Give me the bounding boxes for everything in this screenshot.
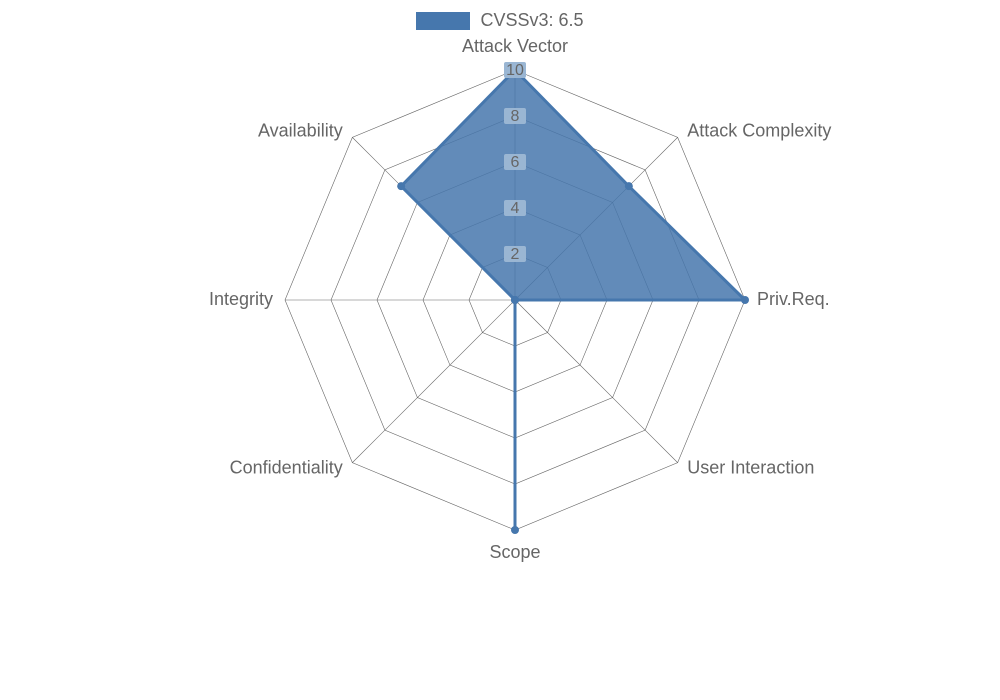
axis-label: Attack Complexity: [687, 121, 831, 141]
radar-chart: 2 4 6 8 10 Attack Vector Attack Complexity Priv…: [0, 0, 1000, 700]
axis-label: Priv.Req.: [757, 289, 830, 309]
series-point: [625, 182, 633, 190]
grid-spoke: [352, 300, 515, 463]
axis-label: User Interaction: [687, 457, 814, 477]
tick-label: 4: [511, 200, 520, 217]
tick-label: 8: [511, 108, 520, 125]
series-point: [511, 296, 519, 304]
series-point: [397, 182, 405, 190]
grid-spoke: [515, 300, 678, 463]
axis-label: Attack Vector: [462, 36, 568, 56]
axis-label: Availability: [258, 121, 343, 141]
axis-label: Scope: [489, 542, 540, 562]
tick-label: 6: [511, 154, 520, 171]
axis-label: Confidentiality: [230, 457, 343, 477]
series-point: [741, 296, 749, 304]
tick-label: 2: [511, 246, 520, 263]
tick-label: 10: [506, 62, 524, 79]
series-point: [511, 526, 519, 534]
axis-label: Integrity: [209, 289, 273, 309]
